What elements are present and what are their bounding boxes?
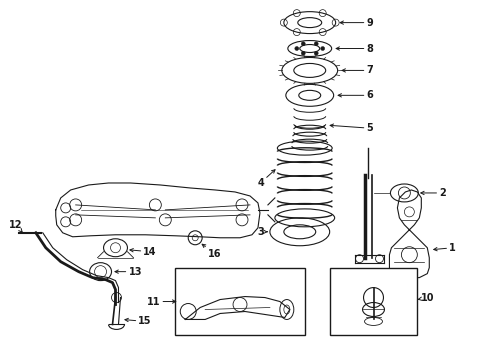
Text: 3: 3 (257, 227, 267, 237)
Circle shape (295, 46, 299, 50)
Text: 10: 10 (418, 293, 435, 302)
Text: 2: 2 (421, 188, 446, 198)
Text: 6: 6 (338, 90, 373, 100)
Text: 4: 4 (257, 170, 275, 188)
Text: 1: 1 (434, 243, 456, 253)
Circle shape (314, 42, 318, 46)
Circle shape (314, 51, 318, 55)
Bar (330, 268, 417, 336)
Text: 13: 13 (115, 267, 142, 276)
Text: 9: 9 (340, 18, 373, 28)
Text: 11: 11 (147, 297, 176, 306)
Circle shape (301, 42, 305, 46)
Bar (175, 268, 305, 336)
Circle shape (321, 46, 325, 50)
Text: 14: 14 (130, 247, 157, 257)
Text: 15: 15 (125, 316, 152, 327)
Text: 16: 16 (202, 244, 221, 259)
Text: 5: 5 (330, 123, 373, 133)
Circle shape (301, 51, 305, 55)
Text: 8: 8 (336, 44, 373, 54)
Text: 7: 7 (342, 66, 373, 76)
Text: 12: 12 (9, 220, 23, 233)
